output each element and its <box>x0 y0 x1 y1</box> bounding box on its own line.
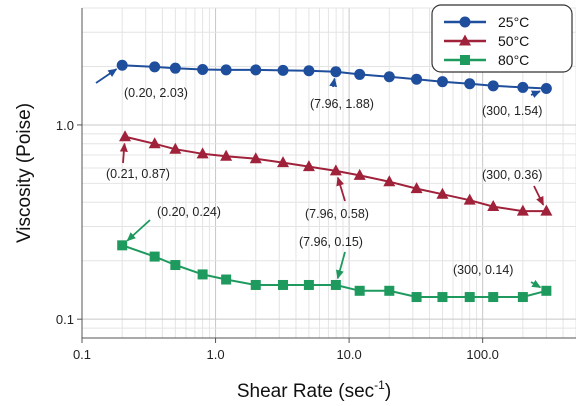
data-point <box>464 78 476 90</box>
x-tick-label: 0.1 <box>73 347 91 362</box>
data-point <box>410 182 423 194</box>
data-point <box>220 64 232 76</box>
data-point <box>436 187 449 199</box>
legend-label: 50°C <box>498 33 529 49</box>
series-2 <box>117 240 552 303</box>
data-point <box>540 83 552 95</box>
data-point <box>330 66 342 78</box>
data-point <box>278 279 289 290</box>
data-point <box>221 274 232 285</box>
annotation-arrow <box>95 68 118 84</box>
data-point <box>437 292 448 303</box>
data-point <box>197 63 209 75</box>
data-point <box>220 149 233 161</box>
data-point <box>487 80 499 92</box>
annotation-label: (0.21, 0.87) <box>106 167 170 181</box>
x-axis-title: Shear Rate (sec-1) <box>237 378 391 402</box>
data-point <box>411 292 422 303</box>
annotation-arrow <box>530 90 541 99</box>
annotation-arrow <box>336 176 346 202</box>
legend-label: 80°C <box>498 52 529 68</box>
legend-marker <box>459 34 471 46</box>
data-point <box>411 73 423 85</box>
annotation-arrow <box>533 185 545 206</box>
annotation-arrow <box>329 77 338 88</box>
legend-label: 25°C <box>498 14 529 30</box>
data-point <box>303 65 315 77</box>
legend-marker <box>460 55 470 65</box>
data-point <box>384 285 395 296</box>
data-point <box>277 64 289 76</box>
annotation-label: (0.20, 2.03) <box>124 86 188 100</box>
data-point <box>541 285 552 296</box>
series-0 <box>116 59 552 95</box>
data-point <box>277 156 290 168</box>
data-point <box>148 137 161 149</box>
data-point <box>353 168 366 180</box>
data-point <box>249 152 262 164</box>
x-tick-label: 100.0 <box>466 347 499 362</box>
data-point <box>169 62 181 74</box>
data-point <box>354 68 366 80</box>
y-tick-label: 1.0 <box>56 118 74 133</box>
data-point <box>383 71 395 83</box>
data-point <box>517 81 529 93</box>
data-point <box>149 251 160 262</box>
annotations: (0.20, 2.03) (7.96, 1.88) (300, 1.54) (0.21… <box>95 68 545 289</box>
legend: 25°C 50°C 80°C <box>431 4 573 73</box>
data-point <box>517 292 528 303</box>
data-point <box>149 61 161 73</box>
data-point <box>488 292 499 303</box>
ticks: 0.1 1.0 10.0 100.0 0.1 1.0 <box>56 118 499 362</box>
annotation-label: (300, 0.36) <box>482 168 542 182</box>
data-point <box>436 76 448 88</box>
data-point <box>487 200 500 212</box>
annotation-label: (7.96, 0.58) <box>305 207 369 221</box>
data-point <box>383 175 396 187</box>
data-point <box>197 269 208 280</box>
annotation-arrow <box>336 251 346 280</box>
y-tick-label: 0.1 <box>56 312 74 327</box>
data-point <box>250 279 261 290</box>
data-point <box>170 260 181 271</box>
annotation-label: (7.96, 1.88) <box>310 97 374 111</box>
x-tick-label: 10.0 <box>336 347 361 362</box>
annotation-arrow <box>530 279 542 289</box>
series-group <box>116 59 553 303</box>
data-point <box>302 160 315 172</box>
data-point <box>119 130 132 142</box>
data-point <box>464 292 475 303</box>
data-point <box>117 240 128 251</box>
data-point <box>540 204 553 216</box>
annotation-label: (300, 1.54) <box>482 104 542 118</box>
annotation-arrow <box>119 142 128 164</box>
annotation-label: (0.20, 0.24) <box>157 205 221 219</box>
data-point <box>196 147 209 159</box>
annotation-arrow <box>126 219 151 242</box>
series-1 <box>119 130 553 216</box>
annotation-label: (300, 0.14) <box>453 263 513 277</box>
data-point <box>330 279 341 290</box>
data-point <box>516 204 529 216</box>
data-point <box>169 142 182 154</box>
y-axis-title: Viscosity (Poise) <box>14 103 35 243</box>
data-point <box>329 164 342 176</box>
data-point <box>463 193 476 205</box>
x-tick-label: 1.0 <box>207 347 225 362</box>
data-point <box>303 279 314 290</box>
data-point <box>116 59 128 71</box>
annotation-label: (7.96, 0.15) <box>299 235 363 249</box>
data-point <box>354 285 365 296</box>
data-point <box>250 64 262 76</box>
legend-marker <box>459 16 471 28</box>
